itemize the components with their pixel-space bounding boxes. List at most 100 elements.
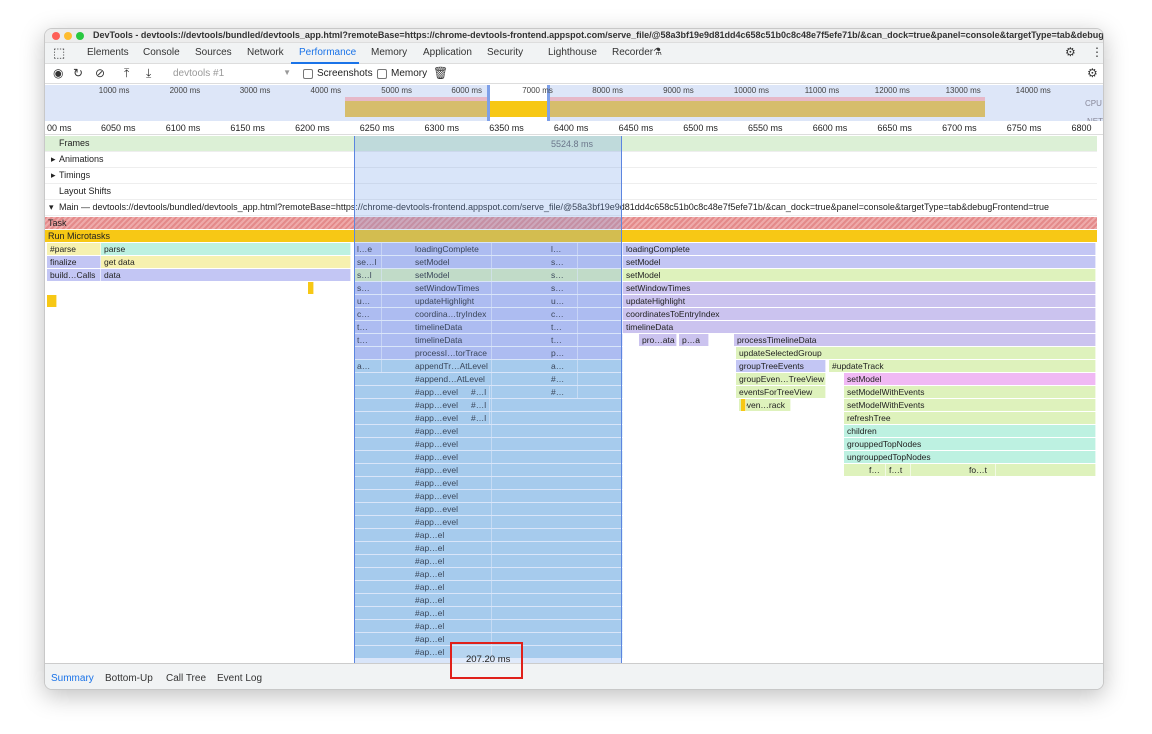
flame-entry-block[interactable] [354,620,623,632]
flame-entry-block[interactable] [354,347,623,359]
flame-entry[interactable]: p…a [679,334,709,346]
flame-entry[interactable]: #ap…el [412,581,492,593]
flame-entry[interactable]: get data [101,256,351,268]
flame-entry[interactable]: coordinatesToEntryIndex [623,308,1096,320]
flame-entry-block[interactable] [354,425,623,437]
flame-entry[interactable]: #ap…el [412,529,492,541]
flame-entry-block[interactable] [354,334,623,346]
tab-recorder[interactable]: Recorder [612,47,654,58]
flame-entry[interactable]: setModel [623,269,1096,281]
flame-entry[interactable]: #updateTrack [829,360,1096,372]
flame-entry[interactable]: se…l [354,256,382,268]
flame-entry[interactable]: s… [548,282,578,294]
flame-entry[interactable]: c… [548,308,578,320]
flame-entry[interactable]: #ap…el [412,607,492,619]
flame-entry[interactable]: pro…ata [639,334,677,346]
flame-entry[interactable]: updateHighlight [412,295,492,307]
flame-entry[interactable]: loadingComplete [412,243,492,255]
flame-entry-block[interactable] [354,308,623,320]
layout-shifts-track[interactable]: Layout Shifts [45,184,1097,200]
flame-entry[interactable]: s…l [354,269,382,281]
flame-entry[interactable]: #app…evel [412,438,492,450]
flame-entry-block[interactable] [354,412,623,424]
flame-entry[interactable]: setModel [412,269,492,281]
flame-entry[interactable]: #… [548,373,578,385]
flame-entry-block[interactable] [354,581,623,593]
flame-entry[interactable]: u… [354,295,382,307]
flame-entry[interactable]: setWindowTimes [623,282,1096,294]
tab-call-tree[interactable]: Call Tree [166,673,207,684]
flame-entry[interactable]: #ap…el [412,542,492,554]
clear-icon[interactable]: ⊘ [95,66,106,80]
expand-arrow-icon[interactable]: ▸ [51,170,56,180]
flame-entry[interactable]: t… [354,321,382,333]
flame-entry[interactable]: #ap…el [412,620,492,632]
flame-entry-block[interactable] [354,373,623,385]
flame-entry-block[interactable] [354,386,623,398]
flame-entry[interactable]: #…l [468,412,490,424]
maximize-window-button[interactable] [76,32,84,40]
flame-entry-marker[interactable] [47,295,57,307]
target-select[interactable]: devtools #1 ▼ [173,68,291,79]
flame-entry[interactable]: t… [548,321,578,333]
main-track-header[interactable]: ▾ Main — devtools://devtools/bundled/devt… [45,200,1097,216]
flame-entry[interactable]: l…e [354,243,382,255]
flame-entry-block[interactable] [354,555,623,567]
minimize-window-button[interactable] [64,32,72,40]
flame-entry-block[interactable] [354,269,623,281]
flame-entry[interactable]: #app…evel [412,451,492,463]
task-bar[interactable]: Task [45,217,1097,229]
flame-entry[interactable]: build…Calls [47,269,101,281]
flame-entry-block[interactable] [354,295,623,307]
flame-entry[interactable]: setModel [844,373,1096,385]
flame-entry[interactable]: #… [548,386,578,398]
tab-bottom-up[interactable]: Bottom-Up [105,673,153,684]
flame-entry-block[interactable] [354,568,623,580]
flame-entry[interactable]: #app…evel [412,386,492,398]
settings-gear-icon[interactable]: ⚙ [1065,45,1076,59]
flame-entry[interactable]: t… [354,334,382,346]
flame-entry[interactable]: #app…evel [412,425,492,437]
flame-entry-block[interactable] [354,490,623,502]
flame-entry-block[interactable] [354,243,623,255]
flame-entry[interactable]: #app…evel [412,477,492,489]
flame-entry-block[interactable] [354,594,623,606]
flame-entry[interactable]: l… [548,243,578,255]
flame-entry[interactable]: #ap…el [412,568,492,580]
tab-lighthouse[interactable]: Lighthouse [548,47,597,58]
flame-entry[interactable]: processI…torTrace [412,347,492,359]
flame-entry[interactable]: refreshTree [844,412,1096,424]
flame-entry[interactable]: setModelWithEvents [844,399,1096,411]
screenshots-checkbox[interactable] [303,69,313,79]
flame-entry[interactable]: setModel [412,256,492,268]
flame-entry[interactable]: groupEven…TreeView [736,373,826,385]
flame-entry[interactable]: #ap…el [412,555,492,567]
flame-entry-block[interactable] [354,503,623,515]
flame-entry[interactable]: #ap…el [412,646,492,658]
flame-entry[interactable]: #parse [47,243,101,255]
flame-entry-block[interactable] [354,256,623,268]
tab-console[interactable]: Console [143,47,180,58]
flame-entry-block[interactable] [354,282,623,294]
capture-settings-gear-icon[interactable]: ⚙ [1087,66,1098,80]
flame-entry-block[interactable] [354,399,623,411]
flame-entry-block[interactable] [354,464,623,476]
tab-performance[interactable]: Performance [299,47,357,58]
tab-security[interactable]: Security [487,47,524,58]
flame-entry[interactable]: appendTr…AtLevel [412,360,492,372]
flame-entry[interactable]: ungrouppedTopNodes [844,451,1096,463]
flame-entry[interactable]: #app…evel [412,516,492,528]
flame-entry[interactable]: s… [548,269,578,281]
upload-profile-icon[interactable]: ⤒ [124,66,130,80]
flame-entry[interactable]: #app…evel [412,399,492,411]
flame-entry[interactable]: p… [548,347,578,359]
flame-entry[interactable]: #…l [468,386,490,398]
frames-track[interactable]: Frames 5524.8 ms [45,136,1097,152]
flame-entry-block[interactable] [354,607,623,619]
flame-entry-block[interactable] [354,646,623,658]
flame-entry[interactable]: parse [101,243,351,255]
flame-entry-block[interactable] [354,529,623,541]
flame-entry[interactable]: c… [354,308,382,320]
flame-entry[interactable]: data [101,269,351,281]
